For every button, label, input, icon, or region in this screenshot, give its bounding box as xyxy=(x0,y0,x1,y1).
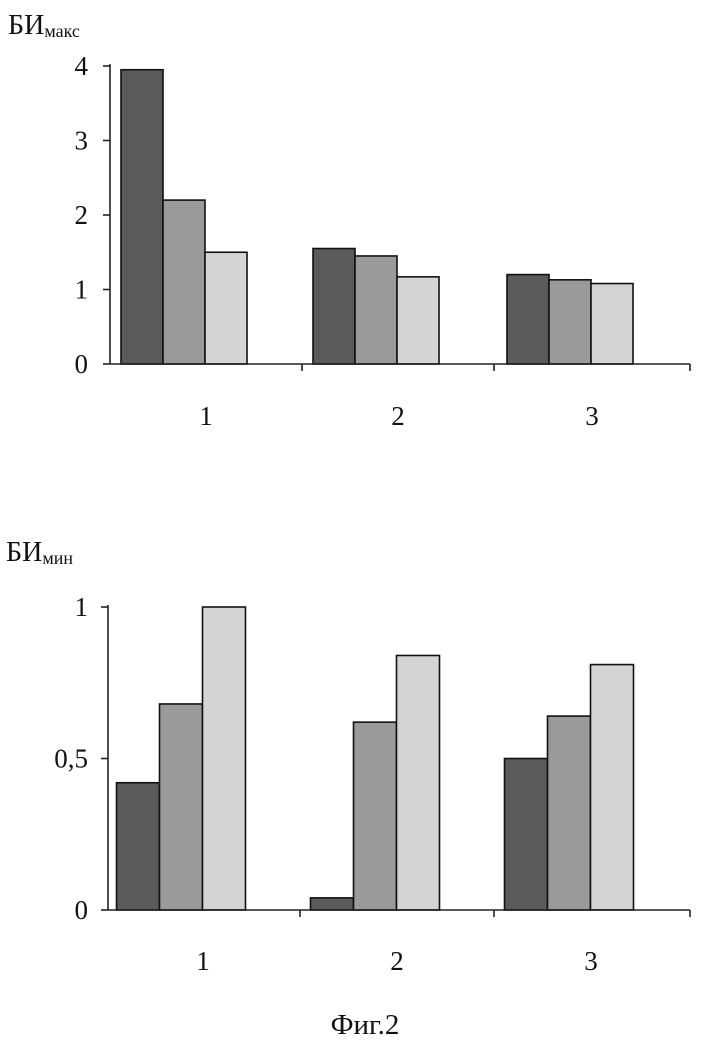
chart-bi-max: БИмакс 0 1 2 3 4 1 2 3 xyxy=(8,10,690,431)
bar-cat2-series1 xyxy=(313,249,355,364)
bar-cat3-series1 xyxy=(505,759,548,911)
bar-cat2-series2 xyxy=(354,722,397,910)
x-tick-label: 1 xyxy=(199,401,213,431)
y-axis-title-main: БИ xyxy=(8,10,44,41)
x-tick-label: 3 xyxy=(584,946,598,976)
bar-cat1-series3 xyxy=(205,252,247,364)
x-tick-label: 1 xyxy=(196,946,210,976)
y-tick-label: 1 xyxy=(75,592,89,622)
y-axis-title: БИмакс xyxy=(8,10,80,41)
bar-cat2-series3 xyxy=(397,655,440,910)
bar-cat3-series3 xyxy=(591,665,634,910)
x-tick-label: 3 xyxy=(585,401,599,431)
y-axis-title-sub: макс xyxy=(44,21,80,41)
bar-cat1-series2 xyxy=(163,200,205,364)
x-tick-label: 2 xyxy=(391,401,405,431)
y-tick-label: 1 xyxy=(75,275,89,305)
x-tick-labels: 1 2 3 xyxy=(199,401,599,431)
y-tick-label: 0 xyxy=(75,349,89,379)
bar-cat3-series3 xyxy=(591,284,633,364)
x-tick-label: 2 xyxy=(390,946,404,976)
y-axis-title: БИмин xyxy=(6,537,73,568)
y-axis-title-sub: мин xyxy=(42,548,73,568)
bars xyxy=(117,607,634,910)
figure-caption: Фиг.2 xyxy=(331,1009,400,1041)
y-axis-title-main: БИ xyxy=(6,537,42,568)
bar-cat3-series1 xyxy=(507,275,549,364)
y-tick-labels: 00,51 xyxy=(54,592,88,925)
y-tick-label: 4 xyxy=(75,51,89,81)
y-tick-label: 0 xyxy=(75,895,89,925)
y-tick-label: 0,5 xyxy=(54,744,88,774)
bar-cat1-series1 xyxy=(117,783,160,910)
y-tick-labels: 0 1 2 3 4 xyxy=(75,51,89,379)
bar-cat3-series2 xyxy=(548,716,591,910)
bars xyxy=(121,70,633,364)
bar-cat1-series2 xyxy=(160,704,203,910)
bar-cat2-series1 xyxy=(311,898,354,910)
bar-cat1-series3 xyxy=(203,607,246,910)
bar-cat1-series1 xyxy=(121,70,163,364)
chart-bi-min: БИмин 00,51 123 xyxy=(6,537,690,976)
bar-cat2-series3 xyxy=(397,277,439,364)
y-tick-label: 2 xyxy=(75,200,89,230)
x-tick-labels: 1 2 3 xyxy=(196,946,598,976)
bar-cat3-series2 xyxy=(549,280,591,364)
bar-cat2-series2 xyxy=(355,256,397,364)
y-tick-label: 3 xyxy=(75,126,89,156)
